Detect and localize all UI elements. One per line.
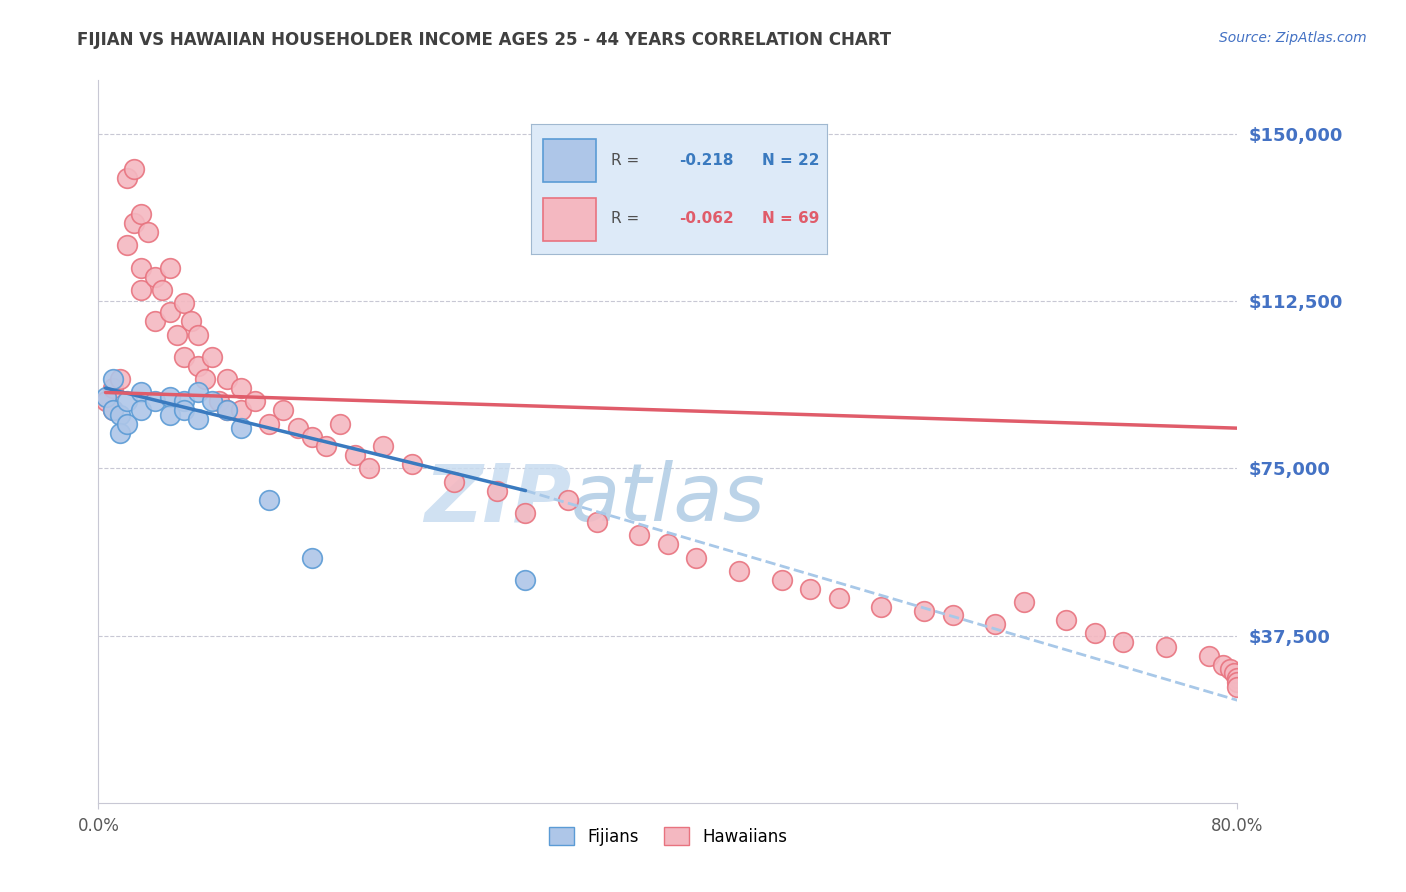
Point [1223,666,1246,681]
Point [166,327,188,342]
Point [1012,595,1035,609]
Point [259,492,281,507]
Point [187,385,209,400]
Point [373,439,395,453]
Text: ZIP: ZIP [423,460,571,539]
Point [628,528,651,542]
Point [287,421,309,435]
Point [1154,640,1177,654]
Point [1112,635,1135,649]
Point [1198,648,1220,663]
Point [329,417,352,431]
Point [136,225,159,239]
Text: Source: ZipAtlas.com: Source: ZipAtlas.com [1219,31,1367,45]
Point [129,403,152,417]
Point [273,403,295,417]
Point [94,394,117,409]
Point [215,403,238,417]
Point [243,394,266,409]
Point [443,475,465,489]
Point [515,506,537,520]
Point [108,425,131,440]
Point [187,327,209,342]
Point [828,591,851,605]
Point [301,430,323,444]
Point [1212,657,1234,672]
Point [1219,662,1241,676]
Text: FIJIAN VS HAWAIIAN HOUSEHOLDER INCOME AGES 25 - 44 YEARS CORRELATION CHART: FIJIAN VS HAWAIIAN HOUSEHOLDER INCOME AG… [77,31,891,49]
Point [173,394,195,409]
Point [129,260,152,275]
Point [315,439,337,453]
Point [101,403,124,417]
Point [115,171,138,186]
Point [173,296,195,310]
Point [115,394,138,409]
Point [187,359,209,373]
Point [159,408,181,422]
Point [152,283,174,297]
Point [180,314,202,328]
Point [122,216,145,230]
Point [301,550,323,565]
Point [728,564,751,578]
Point [159,305,181,319]
Point [129,207,152,221]
Point [94,390,117,404]
Point [108,408,131,422]
Point [108,372,131,386]
Point [129,385,152,400]
Point [657,537,679,551]
Point [585,515,607,529]
Point [870,599,893,614]
Point [173,350,195,364]
Point [194,372,217,386]
Point [159,390,181,404]
Point [122,162,145,177]
Point [187,412,209,426]
Point [1226,671,1249,685]
Point [229,381,252,395]
Point [229,403,252,417]
Point [229,421,252,435]
Point [159,260,181,275]
Point [799,582,821,596]
Point [685,550,707,565]
Point [145,394,167,409]
Point [115,417,138,431]
Point [259,417,281,431]
Point [557,492,579,507]
Legend: Fijians, Hawaiians: Fijians, Hawaiians [543,821,793,852]
Point [215,372,238,386]
Point [101,372,124,386]
Point [145,269,167,284]
Point [770,573,793,587]
Point [486,483,509,498]
Text: atlas: atlas [571,460,766,539]
Point [101,381,124,395]
Point [912,604,935,618]
Point [101,403,124,417]
Point [401,457,423,471]
Point [1226,675,1249,690]
Point [115,238,138,252]
Point [215,403,238,417]
Point [145,314,167,328]
Point [201,394,224,409]
Point [357,461,380,475]
Point [1226,680,1249,694]
Point [515,573,537,587]
Point [129,283,152,297]
Point [1084,626,1107,640]
Point [201,350,224,364]
Point [984,617,1007,632]
Point [1056,613,1078,627]
Point [208,394,231,409]
Point [942,608,965,623]
Point [173,403,195,417]
Point [343,448,366,462]
